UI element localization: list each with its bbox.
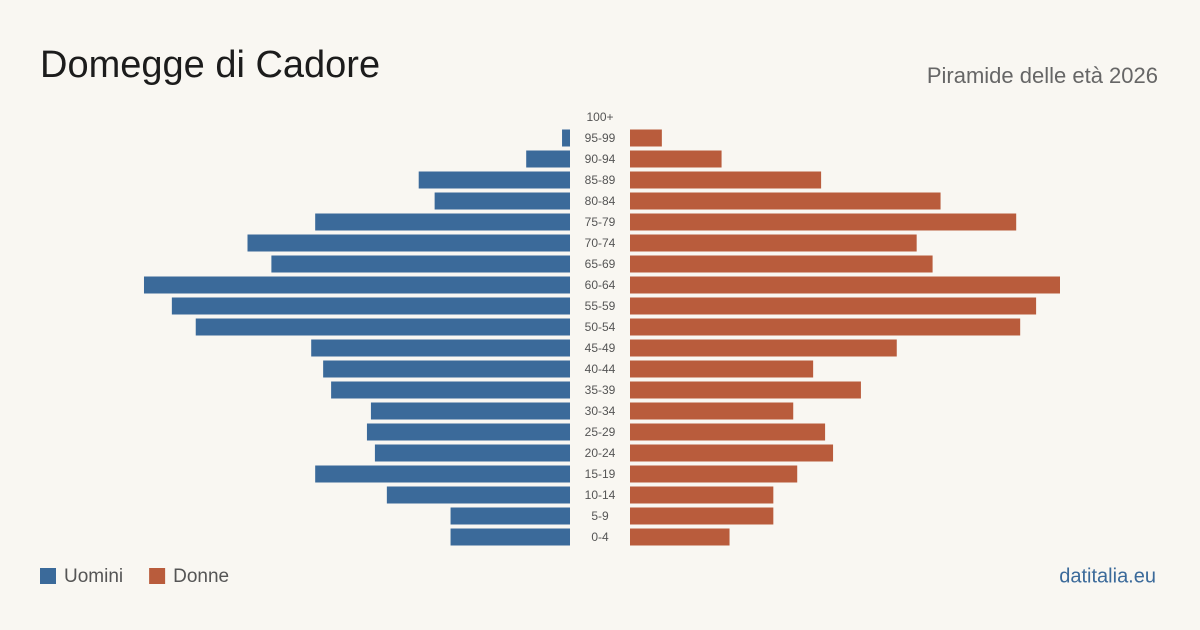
age-label: 15-19 [585,467,616,481]
legend-swatch [149,568,166,584]
bar [630,129,662,147]
bar [247,234,570,252]
age-label: 5-9 [591,509,609,523]
age-label: 25-29 [585,425,616,439]
age-label: 45-49 [585,341,616,355]
age-label: 60-64 [585,278,616,292]
bar [370,402,570,420]
bar [630,297,1037,315]
age-label: 65-69 [585,257,616,271]
age-label: 95-99 [585,131,616,145]
chart-title: Domegge di Cadore [40,44,380,86]
bar [630,192,941,210]
age-label: 40-44 [585,362,616,376]
bar [630,150,722,168]
bar [630,528,730,546]
bar [630,444,834,462]
age-label: 85-89 [585,173,616,187]
bar [630,318,1021,336]
source: datitalia.eu [1059,565,1156,587]
age-label: 100+ [586,110,613,124]
age-label: 50-54 [585,320,616,334]
legend-label: Uomini [64,566,123,587]
bar [374,444,570,462]
bar [418,171,570,189]
age-label: 20-24 [585,446,616,460]
age-label: 80-84 [585,194,616,208]
bar [630,423,826,441]
bar [630,171,822,189]
legend-swatch [40,568,56,584]
bar [630,213,1017,231]
age-label: 10-14 [585,488,616,502]
bar [630,339,897,357]
bar [315,465,570,483]
bar [630,402,794,420]
bar [450,507,570,525]
bar [386,486,570,504]
bar [311,339,570,357]
bar [331,381,570,399]
bar [630,465,798,483]
bar [366,423,570,441]
bar [630,360,814,378]
bar [315,213,570,231]
age-label: 55-59 [585,299,616,313]
bar [171,297,570,315]
bar [143,276,570,294]
chart-subtitle: Piramide delle età 2026 [927,63,1158,88]
age-label: 90-94 [585,152,616,166]
bar [195,318,571,336]
bar [630,234,917,252]
bar [630,255,933,273]
age-label: 30-34 [585,404,616,418]
age-label: 35-39 [585,383,616,397]
bar [630,276,1060,294]
bar [271,255,570,273]
bar [630,507,774,525]
bar [562,129,570,147]
bar [323,360,570,378]
bar [630,381,861,399]
bar [434,192,570,210]
bar [630,486,774,504]
age-label: 70-74 [585,236,616,250]
age-label: 0-4 [591,530,609,544]
bar [450,528,570,546]
bar [526,150,570,168]
age-label: 75-79 [585,215,616,229]
legend-label: Donne [173,566,229,587]
